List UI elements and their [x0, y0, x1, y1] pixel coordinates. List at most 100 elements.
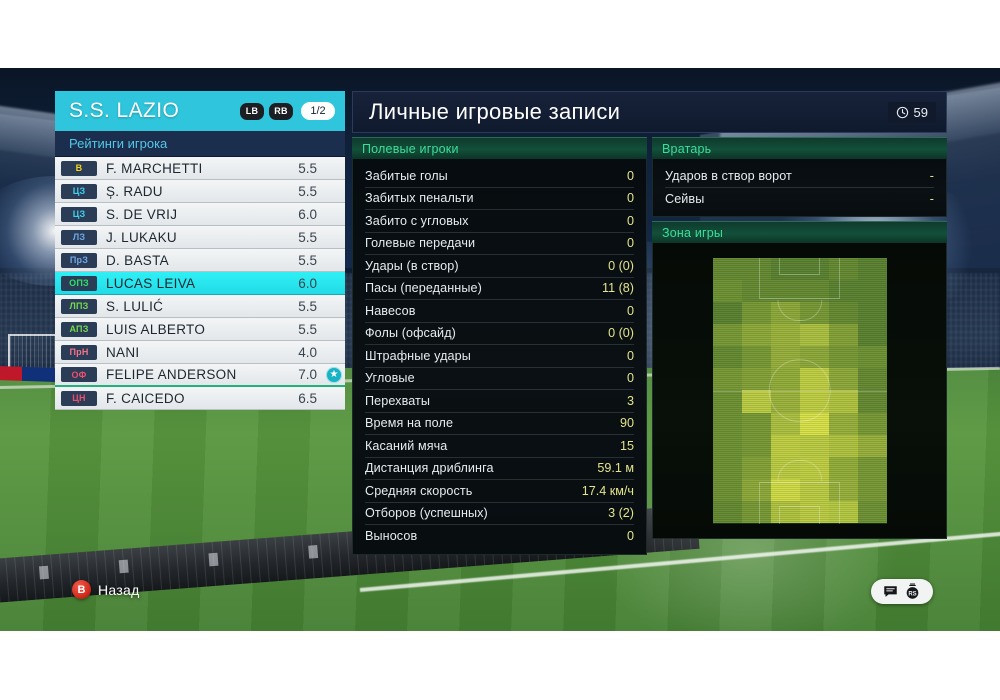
svg-text:RS: RS [908, 591, 916, 597]
player-row[interactable]: ПрН NANI 4.0 [55, 341, 345, 364]
heatmap-cell [770, 257, 800, 280]
stat-value: 11 (8) [602, 281, 634, 296]
view-toggle-pill[interactable]: RS [871, 579, 933, 604]
stat-label: Забитых пенальти [365, 191, 474, 206]
player-row[interactable]: ЛПЗ S. LULIĆ 5.5 [55, 295, 345, 318]
b-button-icon[interactable]: B [72, 580, 91, 599]
stat-value: 0 (0) [608, 326, 634, 341]
outfield-stats-table: Забитые голы 0 Забитых пенальти 0 Забито с у… [352, 159, 647, 555]
clock-icon [896, 106, 908, 118]
heatmap-cell [712, 501, 742, 524]
heatmap-cell [799, 501, 829, 524]
heatmap-cell [770, 501, 800, 524]
star-icon: ★ [326, 366, 342, 383]
heatmap-cell [799, 346, 829, 369]
heatmap-cell [712, 323, 742, 347]
heatmap-cell [712, 368, 742, 391]
stat-label: Штрафные удары [365, 348, 471, 363]
heatmap-cell [741, 257, 771, 280]
player-position-badge: ПрН [61, 344, 97, 360]
stat-label: Голевые передачи [365, 236, 476, 251]
heatmap-cell [712, 390, 742, 413]
stat-row: Забитых пенальти 0 [365, 188, 634, 210]
team-header: S.S. LAZIO LB RB 1/2 [55, 91, 345, 131]
heatmap-cell [770, 301, 800, 324]
stat-row: Выносов 0 [365, 525, 634, 548]
player-row[interactable]: ОПЗ LUCAS LEIVA 6.0 [55, 272, 345, 295]
page-title: Личные игровые записи [369, 99, 621, 124]
stat-value: 0 [626, 168, 634, 183]
goalkeeper-header: Вратарь [652, 137, 947, 159]
heatmap-cell [828, 434, 858, 457]
stat-value: 0 [626, 348, 634, 363]
heatmap-cell [741, 279, 771, 302]
lb-button[interactable]: LB [240, 102, 264, 120]
player-name: Ș. RADU [106, 183, 163, 199]
heatmap-cell [712, 257, 742, 280]
player-row[interactable]: ЦЗ Ș. RADU 5.5 [55, 180, 345, 203]
match-timer: 59 [887, 101, 936, 123]
player-row[interactable]: ЦЗ S. DE VRIJ 6.0 [55, 203, 345, 226]
player-position-badge: ЦЗ [61, 183, 97, 199]
heatmap-cell [712, 412, 742, 435]
stat-value: 3 [626, 393, 634, 408]
stat-row: Забито с угловых 0 [365, 210, 634, 233]
heatmap-cell [712, 456, 742, 480]
stat-label: Перехваты [365, 393, 431, 408]
back-button[interactable]: B Назад [72, 580, 140, 599]
heatmap-cell [799, 368, 829, 391]
player-rating: 6.5 [298, 390, 317, 406]
goalkeeper-column: Вратарь Ударов в створ ворот - Сейвы - Зона… [652, 137, 947, 555]
heatmap-cell [857, 456, 887, 480]
player-row[interactable]: ОФ FELIPE ANDERSON 7.0 ★ [55, 364, 345, 387]
heatmap-cell [712, 279, 742, 302]
heatmap-cell [770, 456, 800, 480]
player-name: J. LUKAKU [106, 229, 177, 245]
right-stick-icon[interactable]: RS [904, 583, 921, 600]
player-name: FELIPE ANDERSON [106, 367, 237, 382]
back-button-label: Назад [98, 581, 140, 598]
player-row[interactable]: ЦН F. CAICEDO 6.5 [55, 387, 345, 410]
stat-row: Время на поле 90 [365, 413, 634, 435]
player-list: В F. MARCHETTI 5.5 ЦЗ Ș. RADU 5.5 ЦЗ S. DE VRIJ… [55, 157, 345, 410]
heatmap-cell [828, 501, 858, 524]
player-row[interactable]: В F. MARCHETTI 5.5 [55, 157, 345, 180]
rb-button[interactable]: RB [269, 102, 293, 120]
player-rating: 5.5 [298, 183, 317, 199]
heatmap-cell [770, 346, 800, 369]
heatmap-cell [712, 434, 742, 457]
zone-heatmap-body [652, 243, 947, 539]
stat-value: 0 [626, 213, 634, 228]
player-rating: 7.0 [298, 367, 317, 382]
chat-icon[interactable] [883, 585, 898, 598]
stat-label: Отборов (успешных) [365, 506, 488, 521]
stat-value: 0 [626, 191, 634, 206]
heatmap-cell [741, 456, 771, 480]
stat-value: 0 [626, 529, 634, 544]
player-name: S. DE VRIJ [106, 206, 178, 222]
heatmap-cell [799, 479, 829, 502]
player-rating: 5.5 [298, 298, 317, 314]
heatmap-cell [857, 368, 887, 391]
timer-value: 59 [913, 104, 928, 120]
heatmap-cell [799, 301, 829, 324]
stat-label: Ударов в створ ворот [665, 168, 792, 183]
stat-label: Пасы (переданные) [365, 281, 482, 296]
player-rating: 6.0 [298, 275, 317, 291]
player-rating: 4.0 [298, 344, 317, 360]
player-row[interactable]: АПЗ LUIS ALBERTO 5.5 [55, 318, 345, 341]
player-position-badge: ЛПЗ [61, 298, 97, 314]
stat-value: 17.4 км/ч [581, 483, 634, 498]
goalkeeper-header-label: Вратарь [662, 141, 712, 156]
heatmap-cell [741, 368, 771, 391]
heatmap-cell [741, 390, 771, 413]
stat-label: Забитые голы [365, 168, 448, 183]
player-row[interactable]: ПрЗ D. BASTA 5.5 [55, 249, 345, 272]
heatmap-pitch [712, 257, 887, 524]
heatmap-cell [828, 412, 858, 435]
heatmap-cell [857, 434, 887, 457]
team-name: S.S. LAZIO [69, 99, 180, 122]
player-row[interactable]: ЛЗ J. LUKAKU 5.5 [55, 226, 345, 249]
heatmap-grid [712, 257, 887, 524]
